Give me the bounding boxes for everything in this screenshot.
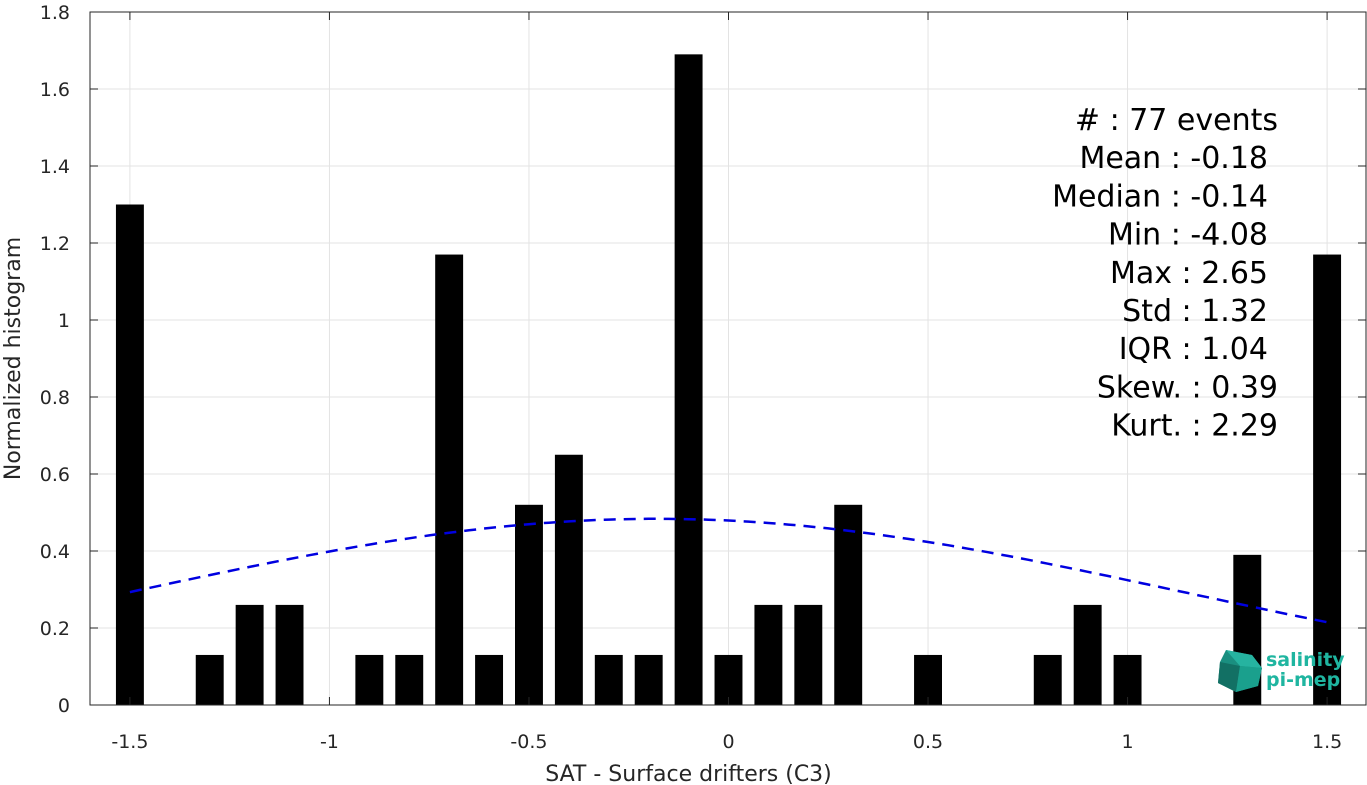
- stat-line: # : 77 events: [1075, 103, 1278, 138]
- histogram-bar: [754, 604, 783, 705]
- y-tick-label: 1.2: [40, 233, 70, 255]
- histogram-bar: [594, 654, 623, 705]
- histogram-bar: [714, 654, 743, 705]
- histogram-bar: [794, 604, 823, 705]
- histogram-bar: [475, 654, 504, 705]
- y-tick-label: 1.6: [40, 79, 70, 101]
- y-tick-label: 0.2: [40, 618, 70, 640]
- x-tick-label: 0: [722, 731, 734, 753]
- stat-line: Min : -4.08: [1108, 218, 1268, 253]
- normal-fit-curve: [129, 517, 1328, 624]
- x-tick-label: 1: [1122, 731, 1134, 753]
- x-axis-label: SAT - Surface drifters (C3): [545, 762, 832, 785]
- stat-line: Max : 2.65: [1110, 256, 1268, 291]
- histogram-bar: [235, 604, 264, 705]
- x-tick-label: 0.5: [913, 731, 943, 753]
- stat-line: Median : -0.14: [1052, 179, 1268, 214]
- y-tick-label: 0: [58, 695, 70, 717]
- x-tick-label: -1.5: [111, 731, 148, 753]
- histogram-bar: [1313, 254, 1342, 706]
- x-tick-label: 1.5: [1312, 731, 1342, 753]
- stat-line: IQR : 1.04: [1119, 332, 1268, 367]
- y-tick-label: 0.8: [40, 387, 70, 409]
- y-axis-label: Normalized histogram: [1, 237, 26, 480]
- histogram-bar: [395, 654, 424, 705]
- histogram-bar: [834, 504, 863, 705]
- stat-line: Std : 1.32: [1122, 294, 1268, 329]
- cube-icon: [1218, 650, 1262, 692]
- y-tick-label: 1.8: [40, 2, 70, 24]
- x-tick-label: -0.5: [510, 731, 547, 753]
- stat-line: Mean : -0.18: [1079, 141, 1268, 176]
- y-tick-label: 1: [58, 310, 70, 332]
- stat-line: Kurt. : 2.29: [1111, 409, 1278, 444]
- histogram-bar: [115, 204, 144, 705]
- histogram-bar: [515, 504, 543, 705]
- histogram-bar: [1073, 604, 1102, 705]
- histogram-bars: [115, 54, 1342, 706]
- x-tick-label: -1: [320, 731, 339, 753]
- salinity-pimep-logo: salinity pi-mep: [1218, 649, 1345, 692]
- histogram-bar: [1113, 654, 1142, 705]
- y-tick-label: 0.6: [40, 464, 70, 486]
- logo-text-line1: salinity: [1266, 649, 1345, 671]
- x-axis-ticks: -1.5 -1 -0.5 0 0.5 1 1.5: [111, 12, 1342, 753]
- histogram-bar: [674, 54, 703, 706]
- histogram-bar: [355, 654, 384, 705]
- stat-line: Skew. : 0.39: [1097, 370, 1278, 405]
- y-tick-label: 1.4: [40, 156, 70, 178]
- histogram-bar: [195, 654, 224, 705]
- histogram-bar: [275, 604, 304, 705]
- histogram-bar: [914, 654, 942, 705]
- y-axis-ticks: 0 0.2 0.4 0.6 0.8 1 1.2 1.4 1.6 1.8: [40, 2, 1366, 717]
- histogram-bar: [1033, 654, 1062, 705]
- histogram-bar: [634, 654, 663, 705]
- histogram-bar: [435, 254, 464, 706]
- logo-text-line2: pi-mep: [1266, 669, 1340, 691]
- y-tick-label: 0.4: [40, 541, 70, 563]
- histogram-bar: [554, 454, 583, 705]
